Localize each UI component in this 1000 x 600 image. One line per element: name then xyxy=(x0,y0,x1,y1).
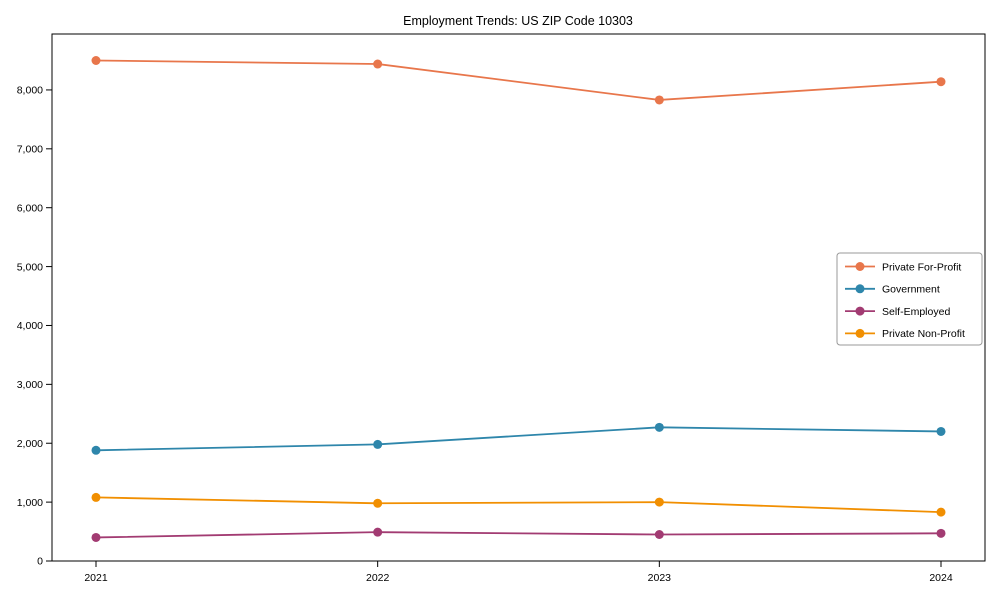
chart-title: Employment Trends: US ZIP Code 10303 xyxy=(403,14,633,28)
plot-frame xyxy=(51,33,986,562)
plot-area: 0 1,000 2,000 3,000 4,000 5,000 6,000 7,000 8,00… xyxy=(17,33,986,584)
point-self-employed-2023 xyxy=(654,530,664,540)
y-axis-tick-label: 3,000 xyxy=(17,379,43,391)
point-self-employed-2022 xyxy=(373,527,383,537)
point-government-2024 xyxy=(936,426,946,436)
point-government-2022 xyxy=(373,439,383,449)
point-private-for-profit-2023 xyxy=(654,95,664,105)
point-private-non-profit-2022 xyxy=(373,498,383,508)
legend-marker-self-employed xyxy=(855,306,865,316)
point-private-for-profit-2024 xyxy=(936,77,946,87)
point-private-non-profit-2024 xyxy=(936,507,946,517)
line-government xyxy=(95,426,942,452)
legend-label-government: Government xyxy=(882,284,940,296)
y-axis-tick-label: 0 xyxy=(37,556,43,568)
y-axis-tick-label: 4,000 xyxy=(17,320,43,332)
legend-marker-private-non-profit xyxy=(855,328,865,338)
line-private-for-profit xyxy=(95,59,942,101)
y-axis-tick-label: 6,000 xyxy=(17,202,43,214)
y-axis-tick-label: 7,000 xyxy=(17,144,43,156)
legend-marker-government xyxy=(855,284,865,294)
x-axis-tick-label: 2022 xyxy=(366,572,390,584)
point-private-non-profit-2021 xyxy=(91,492,101,502)
point-self-employed-2021 xyxy=(91,532,101,542)
point-self-employed-2024 xyxy=(936,528,946,538)
point-private-for-profit-2021 xyxy=(91,55,101,65)
legend-box xyxy=(836,252,983,346)
legend-marker-private-for-profit xyxy=(855,262,865,271)
line-self-employed xyxy=(95,531,942,539)
point-private-non-profit-2023 xyxy=(654,497,664,507)
y-axis-tick-label: 8,000 xyxy=(17,85,43,97)
y-axis-tick-label: 5,000 xyxy=(17,261,43,273)
point-government-2023 xyxy=(654,422,664,432)
legend-label-private-for-profit: Private For-Profit xyxy=(882,261,961,273)
point-private-for-profit-2022 xyxy=(373,59,383,69)
y-axis-tick-label: 2,000 xyxy=(17,438,43,450)
legend-label-private-non-profit: Private Non-Profit xyxy=(882,328,965,340)
point-government-2021 xyxy=(91,445,101,455)
x-axis-tick-label: 2024 xyxy=(929,572,953,584)
y-axis-tick-label: 1,000 xyxy=(17,497,43,509)
legend-label-self-employed: Self-Employed xyxy=(882,306,950,318)
line-private-non-profit xyxy=(95,496,942,514)
x-axis-tick-label: 2021 xyxy=(84,572,108,584)
x-axis-tick-label: 2023 xyxy=(648,572,672,584)
